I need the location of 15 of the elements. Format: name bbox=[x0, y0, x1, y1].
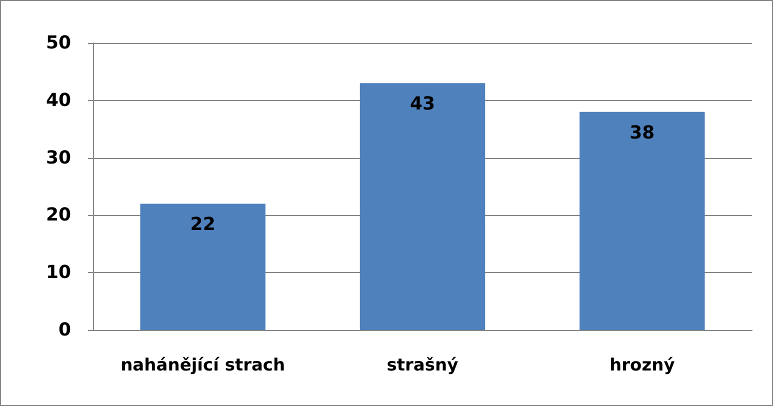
data-label: 43 bbox=[410, 94, 436, 115]
x-tick-label: strašný bbox=[386, 356, 458, 376]
data-label: 38 bbox=[630, 122, 655, 144]
x-tick-label: nahánějící strach bbox=[120, 356, 286, 376]
bar bbox=[360, 83, 486, 330]
y-tick-label: 0 bbox=[58, 320, 71, 340]
y-tick-label: 10 bbox=[46, 262, 71, 284]
bar bbox=[580, 112, 705, 330]
x-tick-label: hrozný bbox=[610, 356, 675, 376]
y-tick-label: 30 bbox=[46, 147, 71, 168]
data-label: 22 bbox=[190, 214, 216, 236]
y-tick-label: 40 bbox=[46, 90, 71, 111]
bar bbox=[140, 204, 266, 330]
y-tick-label: 20 bbox=[46, 204, 71, 226]
y-tick-label: 50 bbox=[46, 32, 71, 54]
